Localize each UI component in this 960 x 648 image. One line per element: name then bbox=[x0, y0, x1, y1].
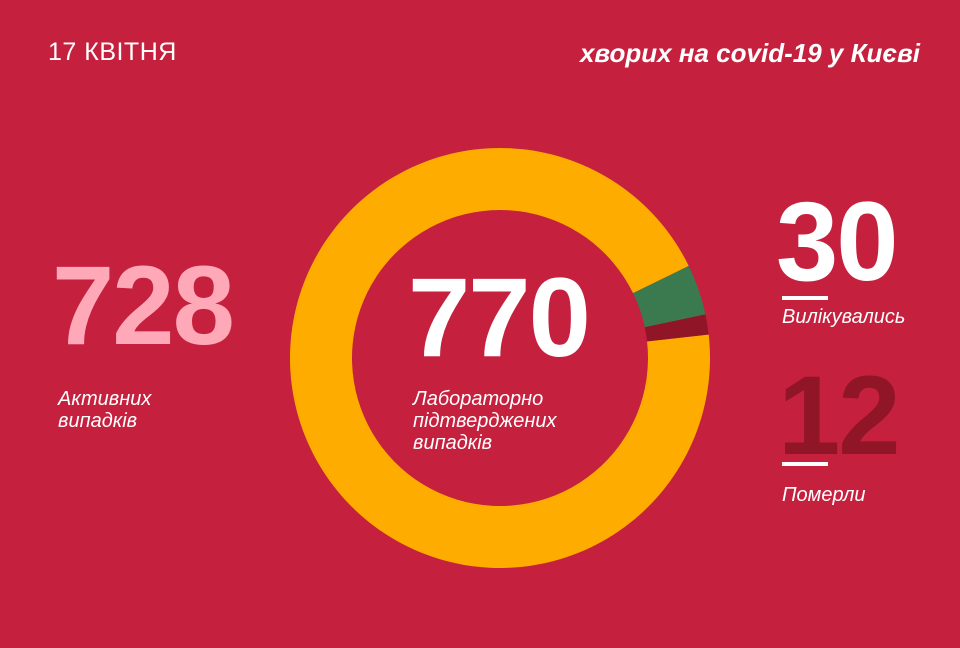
active-cases-value: 728 bbox=[52, 243, 235, 368]
deaths-value: 12 bbox=[778, 353, 901, 478]
active-cases-label-line1: Активних bbox=[58, 388, 152, 410]
deaths-label: Померли bbox=[782, 484, 866, 506]
total-cases-label-line3: випадків bbox=[413, 432, 493, 454]
donut-slice-1 bbox=[644, 314, 709, 342]
recovered-label: Вилікувались bbox=[782, 306, 906, 328]
date-label: 17 КВІТНЯ bbox=[48, 38, 177, 66]
total-cases-value: 770 bbox=[408, 255, 591, 380]
recovered-value: 30 bbox=[776, 179, 899, 304]
donut-slice-0 bbox=[632, 265, 706, 328]
recovered-divider bbox=[782, 296, 828, 300]
chart-subtitle: хворих на covid-19 у Києві bbox=[579, 38, 920, 68]
total-cases-label-line2: підтверджених bbox=[413, 410, 557, 432]
total-cases-label: Лабораторно підтверджених випадків bbox=[413, 388, 556, 454]
active-cases-label: Активних випадків bbox=[58, 388, 151, 432]
total-cases-label-line1: Лабораторно bbox=[413, 388, 544, 410]
active-cases-label-line2: випадків bbox=[58, 410, 138, 432]
deaths-divider bbox=[782, 462, 828, 466]
donut-slice-2 bbox=[290, 147, 710, 568]
